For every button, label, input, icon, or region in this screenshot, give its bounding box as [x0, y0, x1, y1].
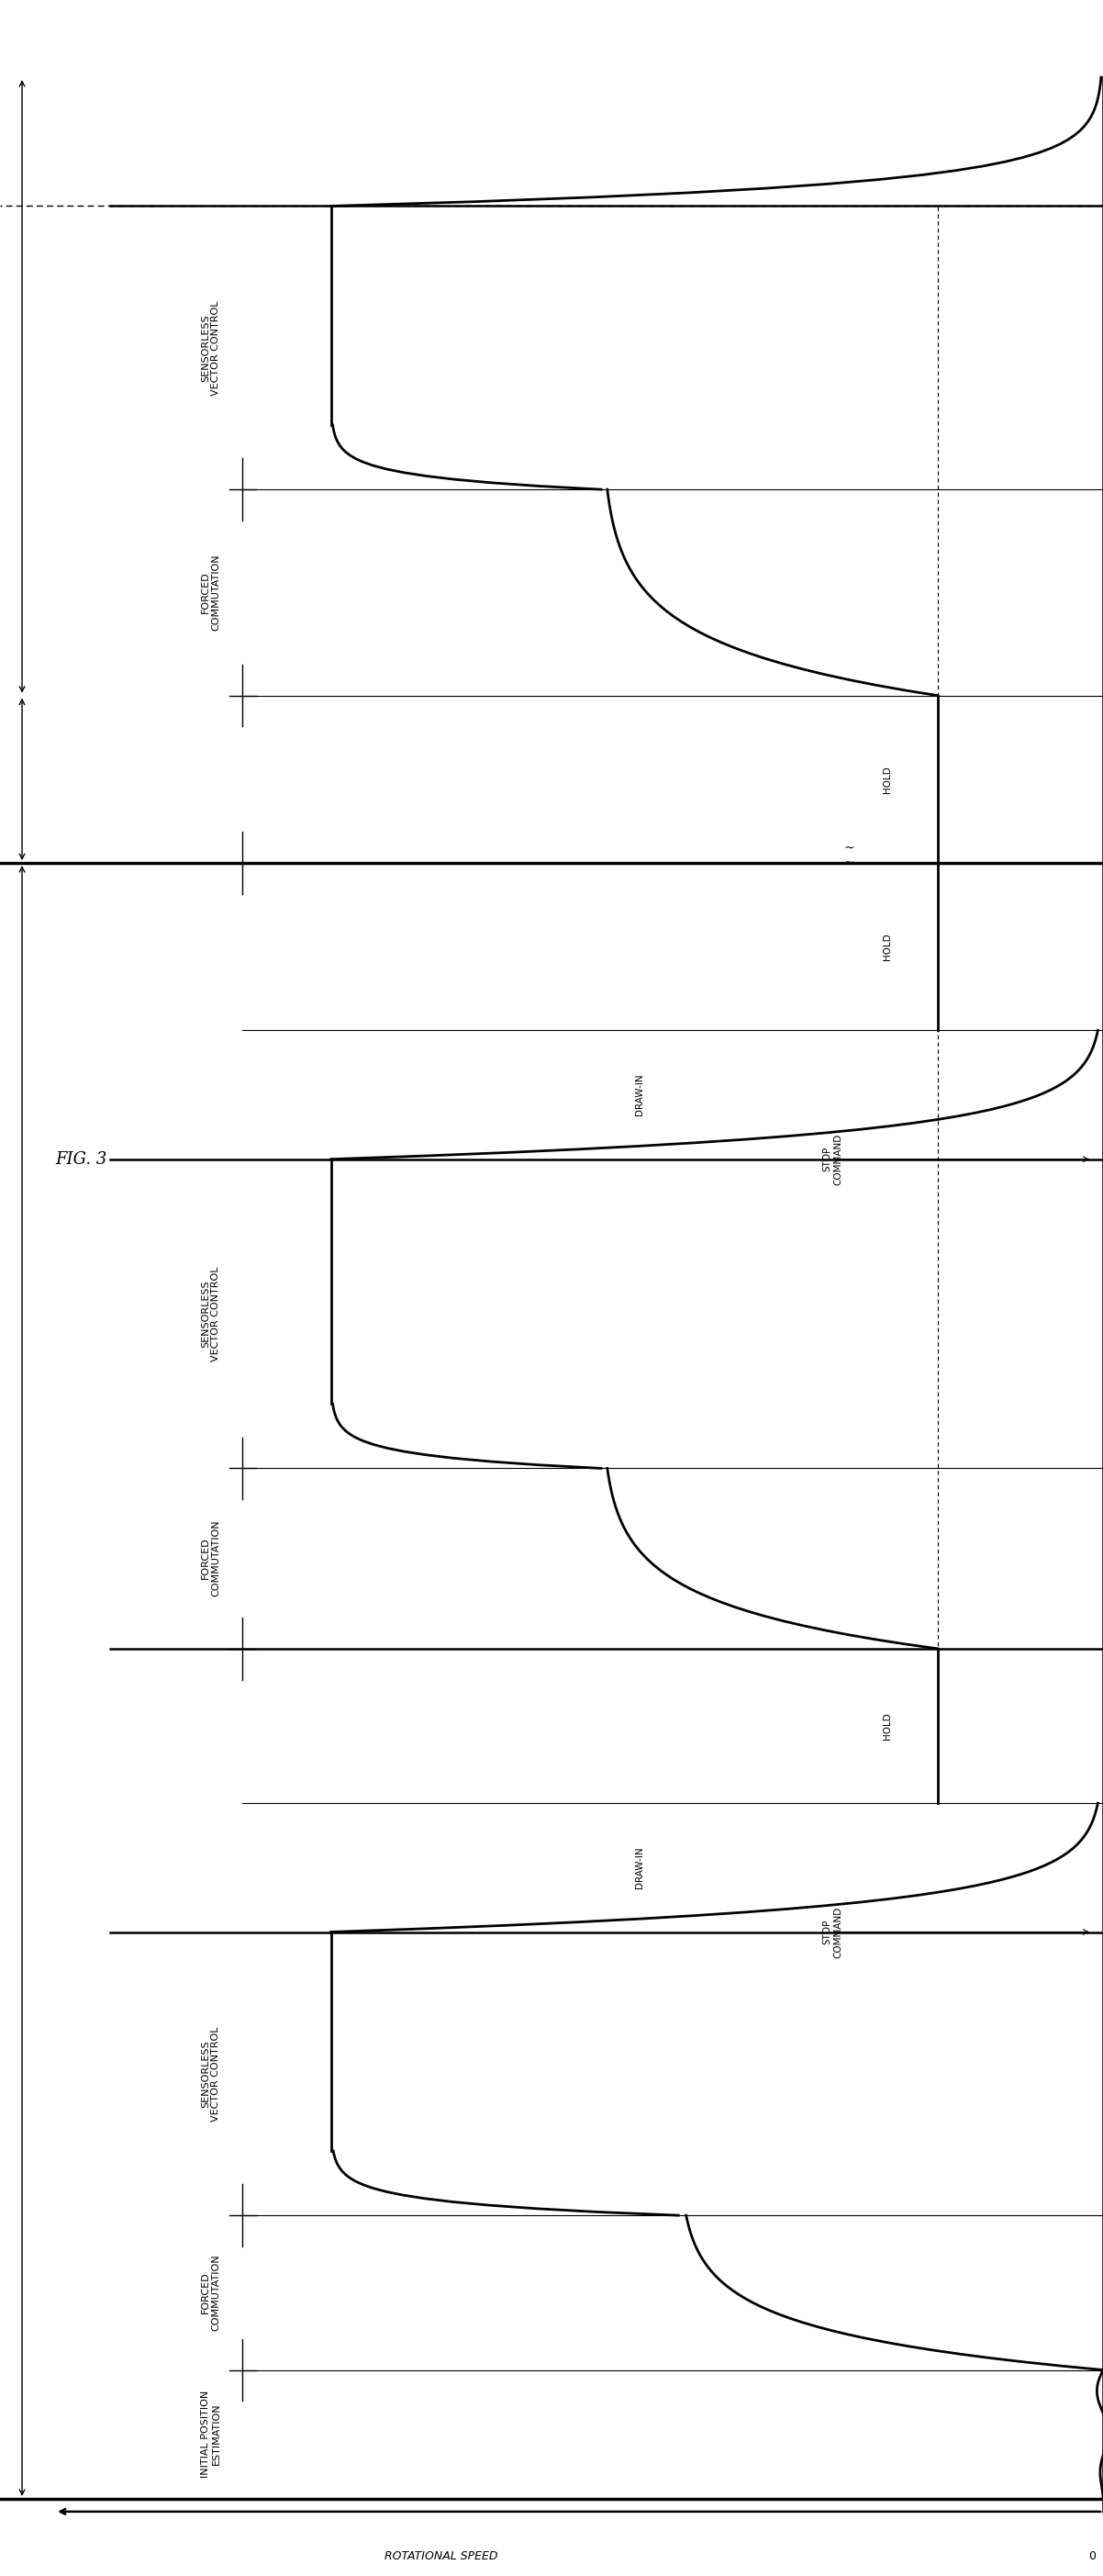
Text: DRAW-IN: DRAW-IN	[635, 1847, 644, 1888]
Text: HOLD: HOLD	[882, 765, 891, 793]
Text: ~
~: ~ ~	[844, 842, 855, 868]
Text: STOP
COMMAND: STOP COMMAND	[823, 1906, 843, 1958]
Text: FORCED
COMMUTATION: FORCED COMMUTATION	[201, 2254, 221, 2331]
Text: FORCED
COMMUTATION: FORCED COMMUTATION	[201, 554, 221, 631]
Text: FORCED
COMMUTATION: FORCED COMMUTATION	[201, 1520, 221, 1597]
Text: 0: 0	[1089, 2550, 1095, 2563]
Text: FIG. 3: FIG. 3	[55, 1151, 107, 1167]
Text: STOP
COMMAND: STOP COMMAND	[823, 1133, 843, 1185]
Text: SENSORLESS
VECTOR CONTROL: SENSORLESS VECTOR CONTROL	[201, 2027, 221, 2120]
Text: INITIAL POSITION
ESTIMATION: INITIAL POSITION ESTIMATION	[201, 2391, 221, 2478]
Text: HOLD: HOLD	[882, 1713, 891, 1739]
Text: HOLD: HOLD	[882, 933, 891, 961]
Text: SENSORLESS
VECTOR CONTROL: SENSORLESS VECTOR CONTROL	[201, 1267, 221, 1360]
Text: SENSORLESS
VECTOR CONTROL: SENSORLESS VECTOR CONTROL	[201, 301, 221, 394]
Text: ROTATIONAL SPEED: ROTATIONAL SPEED	[385, 2550, 497, 2563]
Text: DRAW-IN: DRAW-IN	[635, 1074, 644, 1115]
